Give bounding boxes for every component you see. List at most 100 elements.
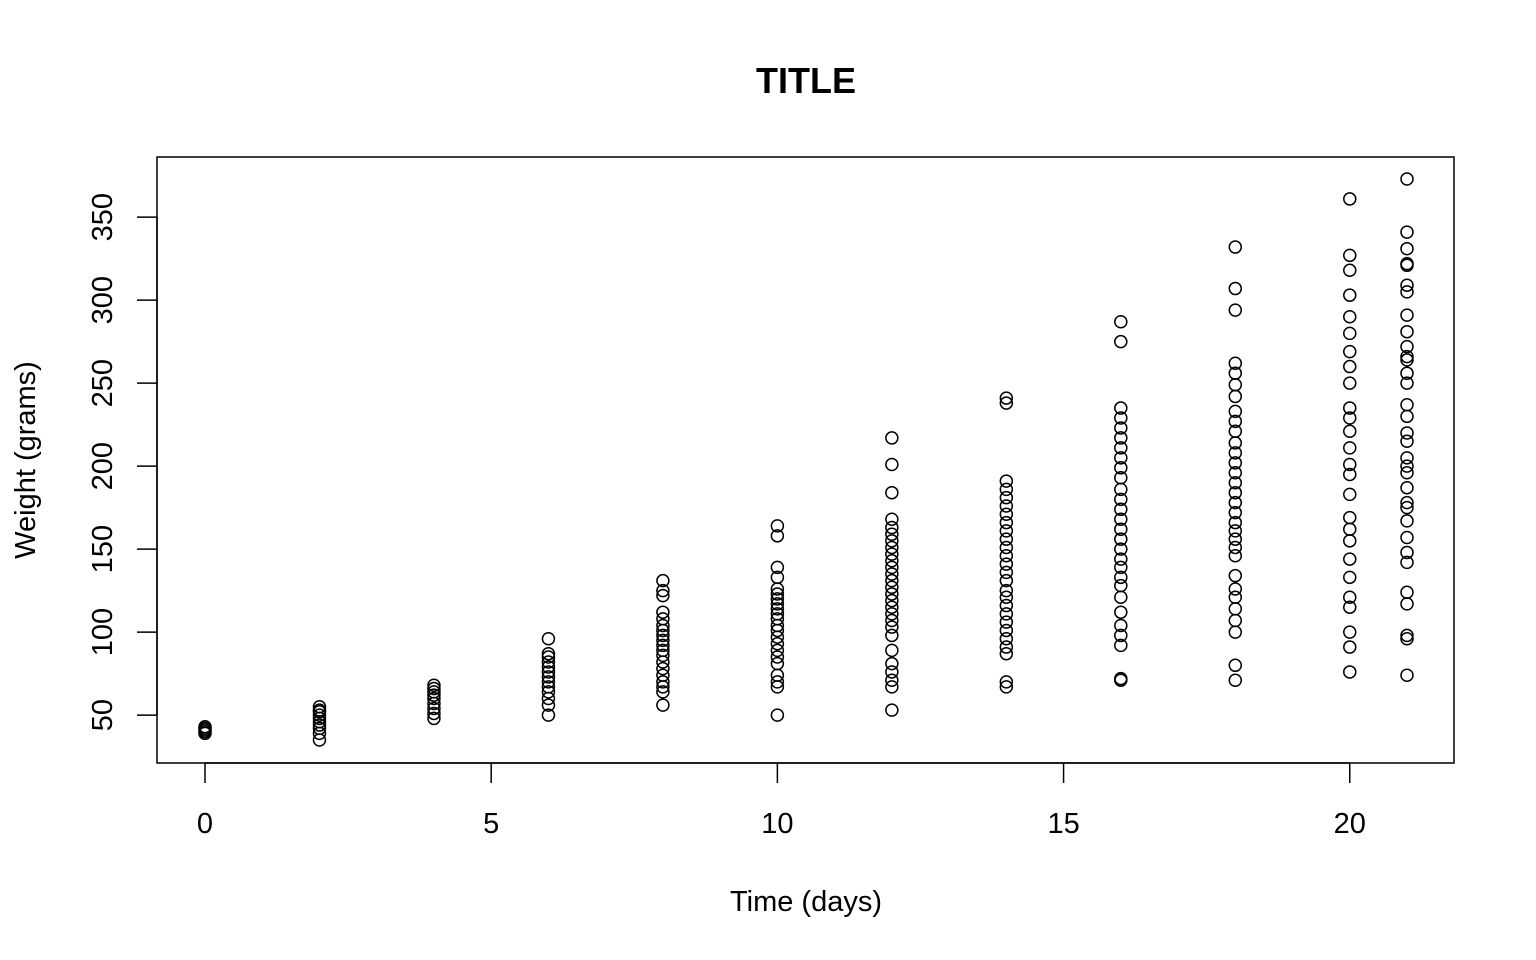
data-point [656,588,670,603]
data-point [1343,359,1357,374]
data-point [1400,397,1414,412]
data-point [1343,534,1357,548]
data-point [999,515,1014,530]
data-point [1400,585,1414,600]
data-point [999,623,1014,638]
data-point [656,605,670,619]
data-point [885,593,899,608]
data-point [1343,510,1357,525]
data-point [999,598,1014,613]
data-point [1400,495,1414,510]
data-point [1343,487,1357,502]
data-point [885,457,899,472]
data-point [1114,421,1128,435]
data-point [1343,457,1357,472]
data-point [656,698,670,712]
data-point [1400,514,1414,528]
data-point [885,620,899,634]
y-tick-label: 100 [87,608,119,656]
data-point [885,680,899,694]
data-point [541,698,556,712]
data-point [770,656,785,671]
data-point [1114,532,1128,546]
data-point [1228,532,1243,546]
data-point [541,632,556,646]
data-point [885,567,899,581]
x-tick-label: 0 [197,808,213,840]
data-point [541,670,556,684]
data-point [198,719,212,734]
data-point [885,643,899,658]
data-point [1400,545,1414,560]
data-point [1400,376,1414,390]
data-point [1400,480,1414,495]
data-point [427,711,441,726]
data-point [999,482,1014,497]
data-point [1228,485,1243,500]
data-point [656,583,670,598]
data-point [427,701,441,716]
data-point [885,485,899,500]
data-point [999,391,1014,405]
x-tick-label: 15 [1047,808,1079,840]
data-point [1343,344,1357,359]
chart-title: TITLE [756,60,856,101]
data-point [1228,240,1243,254]
data-point [999,540,1014,555]
data-point [1114,671,1128,686]
data-point [999,507,1014,522]
data-point [999,615,1014,629]
data-point [885,520,899,535]
y-axis-label: Weight (grams) [10,361,42,559]
y-tick-label: 150 [87,525,119,573]
data-point [885,656,899,671]
data-point [885,580,899,595]
data-point [1228,495,1243,510]
data-point [541,675,556,689]
data-point [770,519,785,533]
x-tick-label: 5 [483,808,499,840]
data-point [999,524,1014,538]
data-point [1228,456,1243,470]
data-point [999,573,1014,588]
data-point [1400,632,1414,646]
data-point [312,703,327,717]
data-point [885,613,899,628]
data-point [1228,475,1243,490]
y-tick-label: 200 [87,442,119,490]
x-tick-label: 20 [1334,808,1366,840]
data-point [656,633,670,648]
data-point [885,673,899,687]
data-point [1114,542,1128,556]
data-point [1343,467,1357,482]
data-point [541,680,556,694]
data-point [885,703,899,717]
data-point [885,553,899,568]
data-point [1400,285,1414,299]
data-point [1228,389,1243,404]
data-point [1228,590,1243,605]
data-point [885,512,899,527]
data-point [1343,625,1357,639]
data-point [1228,466,1243,480]
data-point [885,547,899,561]
data-point [1114,522,1128,536]
data-point [1343,441,1357,455]
data-point [1228,673,1243,687]
data-point [1400,225,1414,239]
data-point [999,583,1014,598]
data-point [1228,366,1243,380]
data-point [1400,668,1414,683]
data-point [1343,401,1357,415]
data-point [541,685,556,699]
data-point [541,660,556,674]
data-point [1114,570,1128,585]
data-point [1114,552,1128,566]
data-point [1114,451,1128,465]
data-point [1343,411,1357,425]
data-point [1343,522,1357,536]
data-point [1228,356,1243,370]
y-tick-label: 350 [87,193,119,241]
data-point [770,570,785,585]
